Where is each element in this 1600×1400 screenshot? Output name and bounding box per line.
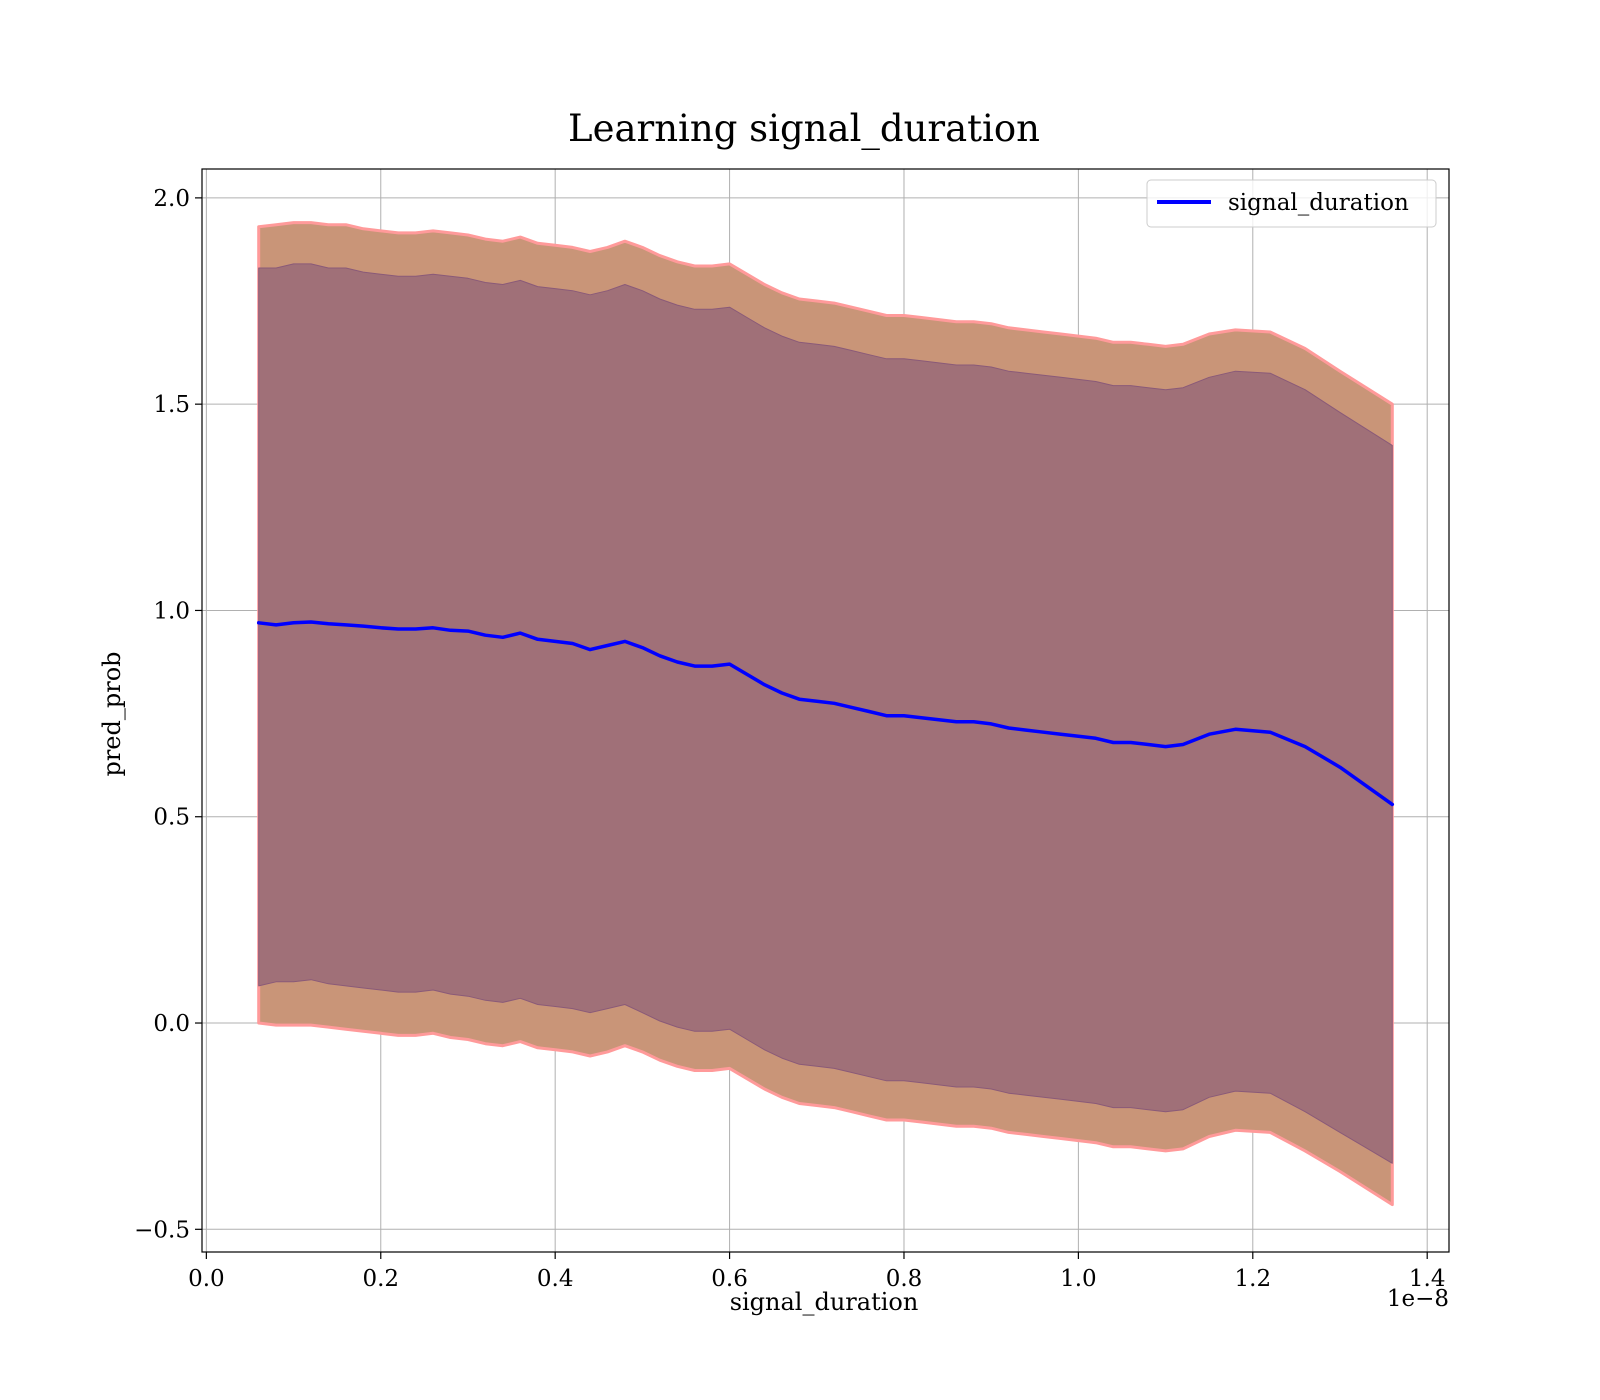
x-axis-offset-label: 1e−8	[1387, 1286, 1449, 1312]
x-tick-label-5: 1.0	[1060, 1266, 1097, 1292]
y-axis-label: pred_prob	[98, 651, 126, 776]
y-tick-label-3: 1.0	[153, 598, 190, 624]
y-tick-label-2: 0.5	[153, 805, 190, 831]
y-tick-label-4: 1.5	[153, 392, 190, 418]
series-lines	[256, 620, 1395, 807]
x-tick-label-1: 0.2	[362, 1266, 399, 1292]
x-tick-label-2: 0.4	[537, 1266, 574, 1292]
x-axis-label: signal_duration	[730, 1288, 919, 1316]
x-tick-label-0: 0.0	[188, 1266, 225, 1292]
legend-label: signal_duration	[1228, 190, 1409, 216]
legend-box	[1146, 179, 1437, 228]
x-tick-label-3: 0.6	[711, 1266, 748, 1292]
plot-frame	[201, 168, 1450, 1253]
legend: signal_duration	[1146, 179, 1437, 228]
y-tick-label-0: −0.5	[134, 1217, 190, 1243]
series-line-signal-duration	[256, 620, 1395, 807]
x-tick-label-7: 1.4	[1409, 1266, 1446, 1292]
y-tick-label-1: 0.0	[153, 1011, 190, 1037]
chart-title: Learning signal_duration	[568, 107, 1040, 151]
confidence-bands	[257, 221, 1394, 1207]
x-tick-label-6: 1.2	[1235, 1266, 1272, 1292]
axis-ticks: 0.0 0.2 0.4 0.6 0.8 1.0 1.2 1.4 −0.5 0.0 0.5 1.0 1.5…	[134, 186, 1445, 1292]
y-tick-label-5: 2.0	[153, 186, 190, 212]
x-tick-label-4: 0.8	[886, 1266, 923, 1292]
inner-confidence-band	[258, 263, 1393, 1164]
